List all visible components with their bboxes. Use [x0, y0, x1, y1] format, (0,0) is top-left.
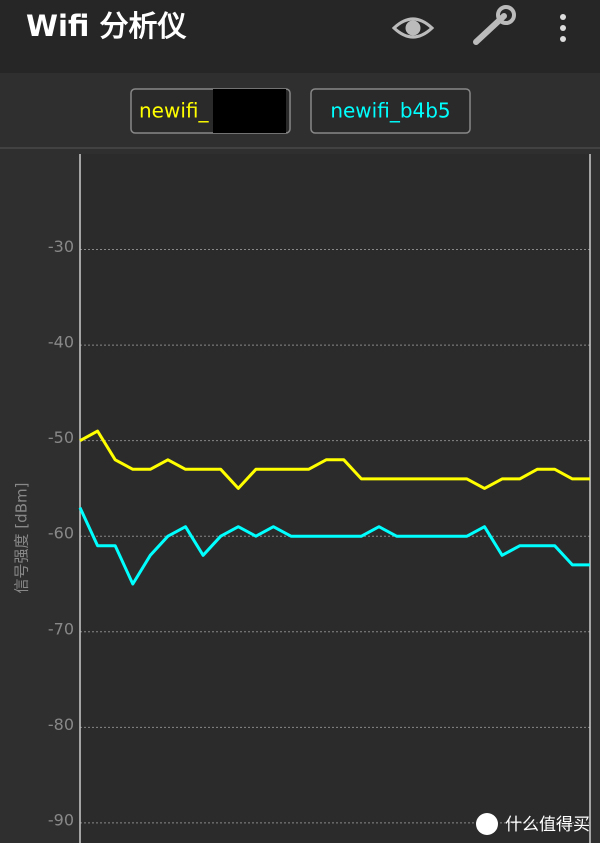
legend-button[interactable] [310, 88, 471, 134]
y-tick-label: -90 [48, 810, 74, 829]
series-line [79, 429, 590, 490]
watermark: 什么值得买 [476, 813, 590, 835]
legend-label: newifi_ [139, 99, 209, 123]
y-tick-label: -30 [48, 237, 74, 256]
eye-icon[interactable] [391, 17, 435, 39]
y-axis-label: 信号强度 [dBm] [13, 483, 31, 594]
y-tick-label: -60 [48, 524, 74, 543]
plot-area [80, 154, 590, 843]
settings-icon[interactable] [473, 5, 516, 45]
y-tick-label: -50 [48, 428, 74, 447]
y-tick-label: -70 [48, 619, 74, 638]
watermark-text: 什么值得买 [505, 815, 590, 835]
y-tick-label: -80 [48, 715, 74, 734]
legend-label: newifi_b4b5 [330, 99, 450, 123]
series-line [78, 506, 590, 586]
app-title: Wifi 分析仪 [26, 9, 187, 43]
menu-icon[interactable] [560, 14, 566, 42]
redaction [213, 89, 286, 133]
y-tick-label: -40 [48, 333, 74, 352]
